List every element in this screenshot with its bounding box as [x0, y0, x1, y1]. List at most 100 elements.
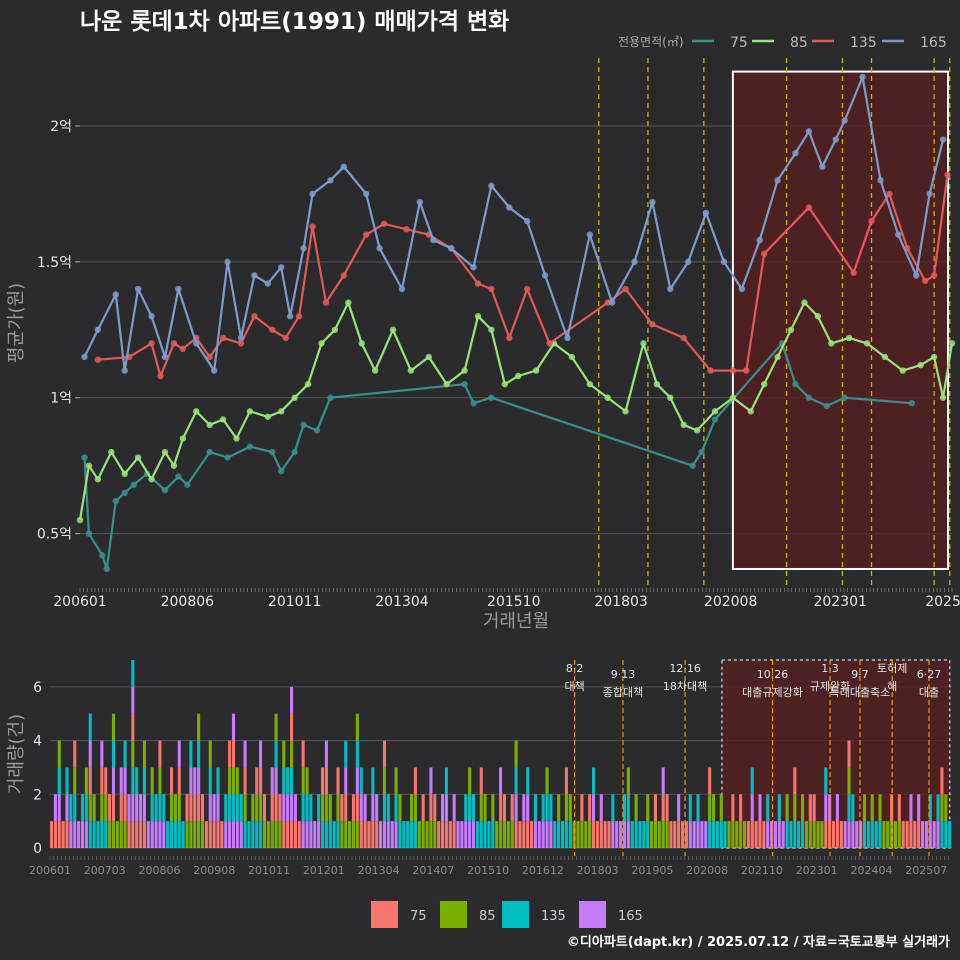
volume-bar-85 — [506, 821, 510, 848]
data-point-135 — [148, 340, 155, 347]
volume-bar-135 — [394, 794, 398, 822]
volume-bar-135 — [638, 821, 642, 848]
data-point-165 — [819, 163, 826, 170]
volume-bar-165 — [615, 821, 619, 848]
data-point-85 — [264, 413, 272, 420]
volume-bar-165 — [468, 821, 472, 848]
data-point-135 — [474, 280, 482, 287]
volume-bar-75 — [127, 821, 131, 848]
volume-bar-75 — [375, 821, 379, 848]
vol-x-tick-label: 201612 — [522, 864, 564, 877]
volume-bar-85 — [502, 821, 507, 848]
volume-bar-75 — [522, 821, 526, 848]
volume-bar-75 — [243, 767, 247, 795]
data-point-165 — [720, 258, 728, 266]
volume-bar-85 — [355, 821, 359, 848]
volume-bar-75 — [158, 740, 162, 768]
vol-legend-swatch-75 — [371, 901, 398, 928]
volume-bar-165 — [239, 821, 243, 848]
volume-bar-85 — [92, 794, 96, 822]
volume-bar-165 — [514, 794, 518, 822]
data-point-165 — [608, 299, 616, 306]
data-point-135 — [322, 299, 330, 306]
volume-bar-165 — [177, 740, 181, 768]
volume-bar-165 — [189, 767, 193, 795]
data-point-165 — [121, 367, 128, 374]
price-plot: 0.5억 1억 1.5억 2억 200601 200806 201011 201304 2015… — [6, 58, 960, 632]
data-point-85 — [801, 299, 808, 306]
volume-bar-85 — [282, 740, 286, 768]
volume-bar-75 — [665, 794, 669, 822]
data-point-165 — [447, 245, 455, 252]
data-point-135 — [805, 204, 813, 211]
data-point-75 — [269, 448, 276, 456]
volume-bar-165 — [309, 821, 313, 848]
volume-bar-135 — [696, 794, 700, 822]
volume-bar-75 — [57, 821, 61, 848]
volume-bar-165 — [766, 821, 770, 848]
volume-bar-85 — [324, 794, 328, 822]
volume-bar-135 — [189, 740, 193, 768]
data-point-135 — [362, 231, 370, 238]
policy-annotation-label: 6·27 — [917, 668, 942, 681]
volume-bar-165 — [661, 767, 665, 795]
data-point-165 — [774, 177, 781, 184]
volume-bar-135 — [398, 821, 402, 848]
volume-bar-75 — [88, 767, 92, 795]
data-point-75 — [470, 399, 477, 407]
volume-bar-135 — [444, 767, 448, 795]
volume-bar-165 — [824, 794, 828, 822]
volume-bar-135 — [181, 821, 185, 848]
volume-bar-135 — [320, 821, 325, 848]
volume-bar-135 — [286, 767, 290, 795]
volume-bar-135 — [634, 821, 638, 848]
volume-bar-135 — [131, 660, 135, 687]
data-point-165 — [738, 285, 746, 293]
volume-bar-85 — [344, 821, 348, 848]
volume-bar-135 — [479, 821, 483, 848]
volume-bar-75 — [104, 767, 108, 795]
data-point-135 — [269, 326, 276, 333]
volume-bar-75 — [270, 794, 274, 822]
data-point-85 — [331, 326, 339, 333]
volume-bar-85 — [193, 821, 197, 848]
volume-bar-135 — [797, 821, 801, 848]
volume-bar-135 — [259, 821, 263, 848]
volume-bar-75 — [591, 821, 596, 848]
volume-bar-75 — [607, 821, 611, 848]
data-point-165 — [913, 272, 920, 279]
data-point-135 — [868, 217, 875, 225]
data-point-165 — [506, 204, 513, 211]
data-point-85 — [501, 380, 509, 388]
volume-bar-85 — [944, 794, 948, 822]
volume-bar-75 — [828, 821, 832, 848]
volume-bar-135 — [793, 821, 797, 848]
data-point-135 — [622, 285, 629, 293]
data-point-85 — [278, 408, 285, 415]
volume-bar-135 — [371, 767, 375, 795]
volume-bar-135 — [789, 821, 793, 848]
volume-bar-165 — [73, 821, 77, 848]
chart-title: 나운 롯데1차 아파트(1991) 매매가격 변화 — [80, 9, 509, 35]
volume-bar-85 — [231, 767, 236, 795]
volume-bar-165 — [100, 740, 104, 768]
volume-bar-85 — [255, 794, 259, 822]
vol-x-tick-label: 201905 — [631, 864, 673, 877]
data-point-85 — [219, 416, 227, 423]
data-point-165 — [398, 285, 406, 293]
volume-bar-165 — [324, 740, 328, 768]
data-point-165 — [161, 353, 169, 361]
vol-legend-swatch-135 — [502, 901, 529, 928]
volume-bar-165 — [924, 821, 928, 848]
data-point-75 — [908, 399, 915, 407]
volume-bar-135 — [491, 821, 495, 848]
volume-bar-165 — [758, 794, 762, 822]
volume-bar-75 — [286, 821, 290, 848]
volume-bar-85 — [189, 821, 193, 848]
data-point-165 — [175, 285, 182, 293]
volume-bar-75 — [359, 821, 363, 848]
data-point-165 — [926, 190, 933, 198]
policy-annotation-label: 10·26 — [757, 668, 789, 681]
volume-bar-165 — [317, 821, 321, 848]
legend-title: 전용면적(㎡) — [618, 35, 684, 49]
